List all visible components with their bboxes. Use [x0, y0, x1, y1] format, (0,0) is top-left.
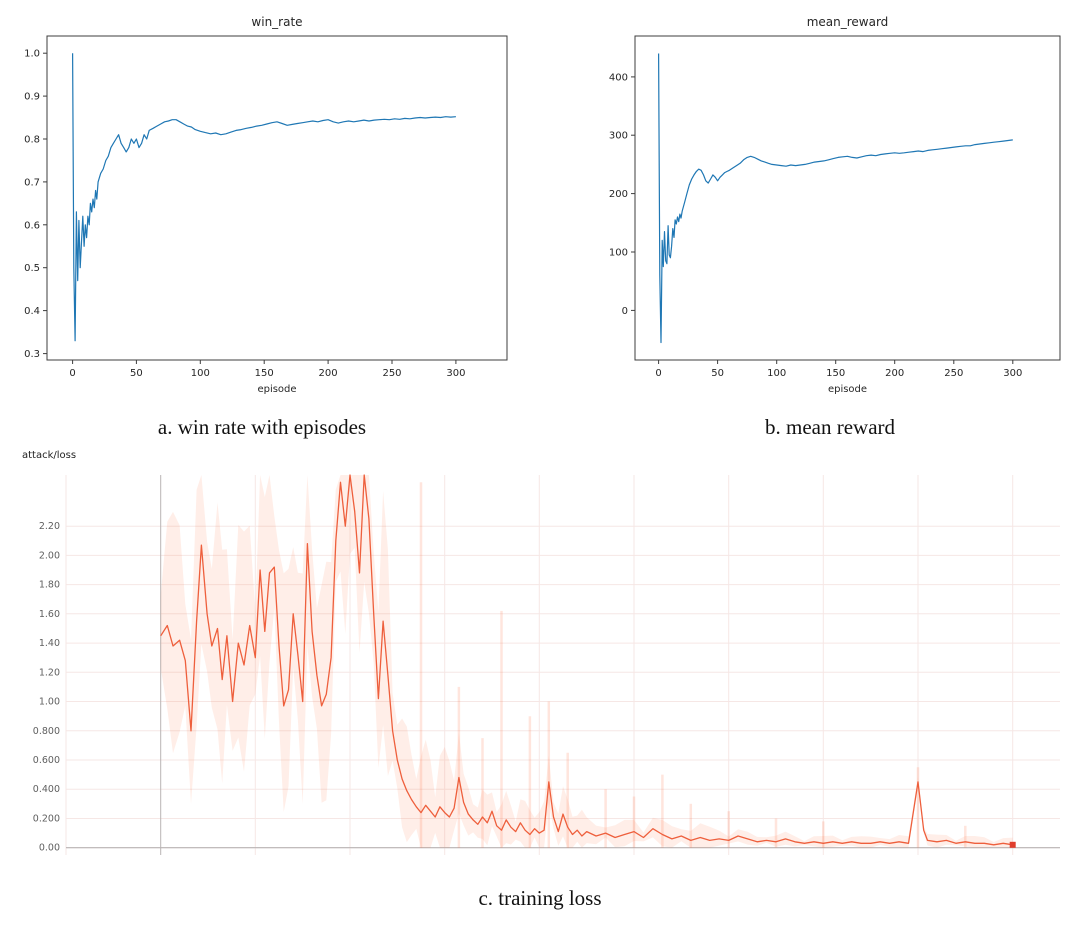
- svg-text:150: 150: [826, 368, 845, 379]
- svg-text:0.9: 0.9: [24, 92, 40, 103]
- svg-text:300: 300: [1003, 368, 1022, 379]
- svg-text:0.5: 0.5: [24, 263, 40, 274]
- training-loss-tag-label: attack/loss: [22, 450, 77, 461]
- svg-text:200: 200: [885, 368, 904, 379]
- svg-text:0.800: 0.800: [33, 726, 60, 737]
- win-rate-chart: 0 50 100 150 200 250 300 0.3 0.4 0.5 0.6 0.7 0.8 0.9 1…: [24, 15, 508, 395]
- svg-text:1.40: 1.40: [39, 638, 60, 649]
- svg-text:200: 200: [319, 368, 338, 379]
- svg-text:1.20: 1.20: [39, 667, 60, 678]
- mean-reward-chart: 0 50 100 150 200 250 300 0 100 200 300 400 mean_rewa…: [609, 15, 1061, 395]
- svg-text:1.00: 1.00: [39, 697, 60, 708]
- svg-text:0: 0: [655, 368, 661, 379]
- svg-text:250: 250: [944, 368, 963, 379]
- svg-text:0.200: 0.200: [33, 814, 60, 825]
- caption-training-loss: c. training loss: [478, 886, 602, 910]
- svg-text:100: 100: [767, 368, 786, 379]
- svg-text:1.0: 1.0: [24, 49, 40, 60]
- svg-text:episode: episode: [257, 384, 296, 395]
- svg-text:0.600: 0.600: [33, 755, 60, 766]
- svg-text:50: 50: [130, 368, 143, 379]
- svg-text:50: 50: [711, 368, 724, 379]
- svg-text:400: 400: [609, 72, 628, 83]
- svg-text:1.80: 1.80: [39, 580, 60, 591]
- svg-text:0.7: 0.7: [24, 177, 40, 188]
- svg-text:1.60: 1.60: [39, 609, 60, 620]
- svg-text:2.20: 2.20: [39, 521, 60, 532]
- svg-text:250: 250: [382, 368, 401, 379]
- figure-training-loss: attack/loss 2.20 2.00 1.80 1.60 1.40 1.20 1.00…: [8, 450, 1072, 890]
- svg-text:0.00: 0.00: [39, 843, 60, 854]
- svg-text:episode: episode: [828, 384, 867, 395]
- svg-text:2.00: 2.00: [39, 550, 60, 561]
- figure-win-rate: 0 50 100 150 200 250 300 0.3 0.4 0.5 0.6 0.7 0.8 0.9 1…: [2, 6, 522, 406]
- training-loss-chart: 2.20 2.00 1.80 1.60 1.40 1.20 1.00 0.800 0.600 0.…: [33, 474, 1060, 855]
- svg-text:0: 0: [69, 368, 75, 379]
- svg-text:0.8: 0.8: [24, 135, 40, 146]
- svg-text:win_rate: win_rate: [251, 15, 302, 29]
- svg-text:100: 100: [609, 248, 628, 259]
- svg-text:150: 150: [255, 368, 274, 379]
- svg-text:0: 0: [622, 306, 628, 317]
- svg-text:200: 200: [609, 189, 628, 200]
- svg-text:0.400: 0.400: [33, 784, 60, 795]
- svg-text:300: 300: [609, 131, 628, 142]
- svg-text:100: 100: [191, 368, 210, 379]
- svg-text:mean_reward: mean_reward: [807, 15, 889, 29]
- figure-mean-reward: 0 50 100 150 200 250 300 0 100 200 300 400 mean_rewa…: [585, 6, 1075, 406]
- svg-text:0.3: 0.3: [24, 349, 40, 360]
- svg-text:300: 300: [446, 368, 465, 379]
- caption-win-rate: a. win rate with episodes: [157, 415, 367, 439]
- caption-mean-reward: b. mean reward: [764, 415, 896, 439]
- svg-text:0.4: 0.4: [24, 306, 40, 317]
- svg-text:0.6: 0.6: [24, 220, 40, 231]
